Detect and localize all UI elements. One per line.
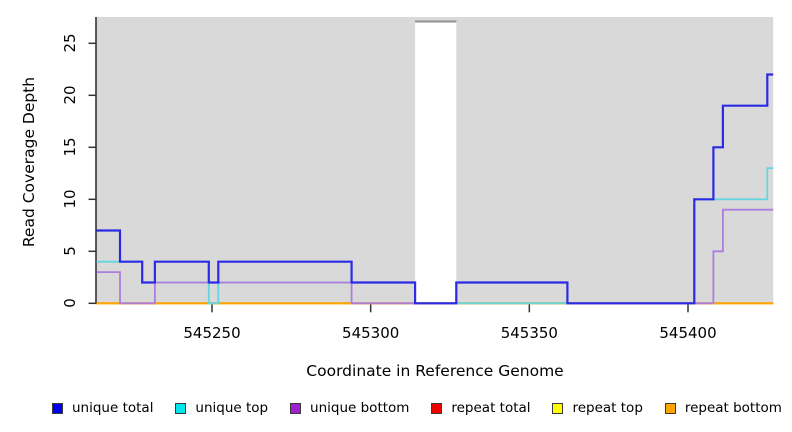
x-tick-label: 545350 <box>500 324 558 342</box>
legend-label: repeat top <box>572 400 643 416</box>
x-tick-label: 545400 <box>659 324 717 342</box>
legend-label: unique bottom <box>310 400 410 416</box>
legend: unique total unique top unique bottom repea… <box>52 399 782 417</box>
series-line-unique-total <box>96 73 774 305</box>
legend-swatch-icon <box>52 402 63 414</box>
x-axis-label: Coordinate in Reference Genome <box>306 362 564 380</box>
y-tick-label: 15 <box>61 137 79 157</box>
y-tick-label: 10 <box>61 189 79 209</box>
legend-item-unique-top: unique top <box>175 400 268 416</box>
legend-item-unique-bottom: unique bottom <box>290 400 409 416</box>
legend-label: repeat total <box>451 400 531 416</box>
legend-item-unique-total: unique total <box>52 400 153 416</box>
legend-item-repeat-top: repeat top <box>552 400 643 416</box>
y-tick-label: 25 <box>61 33 79 53</box>
x-tick-label: 545250 <box>183 324 241 342</box>
legend-label: unique top <box>195 400 269 416</box>
masked-region <box>415 22 457 304</box>
legend-label: repeat bottom <box>684 400 782 416</box>
y-axis-label: Read Coverage Depth <box>20 76 38 248</box>
y-tick-label: 0 <box>61 298 79 309</box>
legend-label: unique total <box>72 400 154 416</box>
legend-swatch-icon <box>664 402 676 414</box>
legend-item-repeat-total: repeat total <box>431 400 531 416</box>
y-tick-label: 5 <box>61 246 79 257</box>
y-tick-label: 20 <box>61 85 79 105</box>
legend-swatch-icon <box>552 402 564 414</box>
x-tick-label: 545300 <box>342 324 400 342</box>
legend-swatch-icon <box>431 402 443 414</box>
legend-swatch-icon <box>175 402 187 414</box>
legend-item-repeat-bottom: repeat bottom <box>664 400 782 416</box>
legend-swatch-icon <box>290 402 302 414</box>
